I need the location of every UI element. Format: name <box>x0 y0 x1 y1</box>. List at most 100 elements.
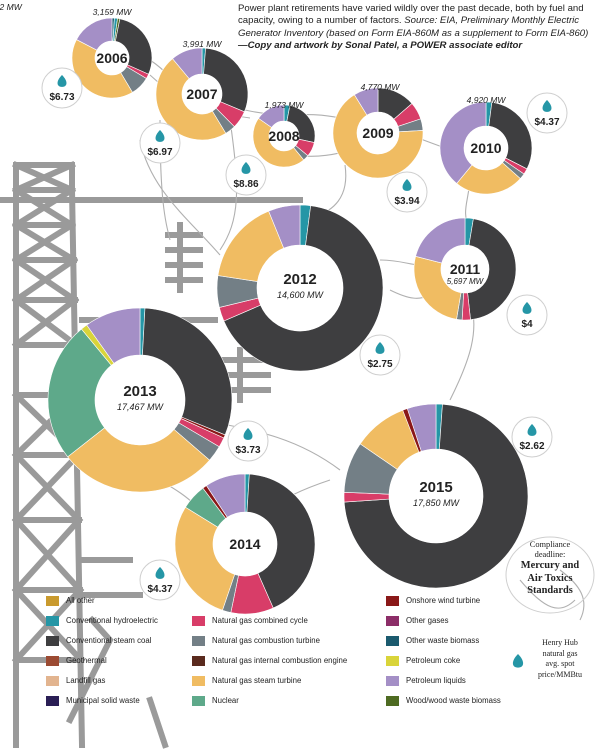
donut-hole <box>182 74 222 114</box>
legend-drop <box>512 654 524 668</box>
donut-total-label: 4,920 MW <box>467 95 507 105</box>
donut-hole <box>95 41 129 75</box>
price-label: $3.94 <box>394 196 419 207</box>
price-bubble: $6.73 <box>41 67 83 109</box>
price-label: $2.75 <box>367 359 392 370</box>
donut-hole <box>95 355 185 445</box>
donut-year-label: 2012 <box>283 271 316 288</box>
price-bubble: $3.94 <box>386 171 428 213</box>
henry-line3: avg. spot <box>545 659 575 668</box>
legend-swatch <box>386 676 399 686</box>
legend-item: Petroleum liquids <box>386 676 466 686</box>
henry-line4: price/MMBtu <box>538 669 582 679</box>
legend-item: Other gases <box>386 616 448 626</box>
donut-hole <box>257 245 343 331</box>
legend-item: Landfill gas <box>46 676 105 686</box>
legend-item: Conventional hydroelectric <box>46 616 158 626</box>
price-bubble-circle <box>139 559 181 601</box>
price-bubble: $2.62 <box>511 416 553 458</box>
slice-natural-gas-steam-turbine <box>155 58 227 141</box>
gas-drop-icon <box>375 342 385 354</box>
donut-total-label: 14,600 MW <box>277 290 325 300</box>
donut-year-label: 2009 <box>362 125 393 141</box>
donut-year-label: 2008 <box>268 128 299 144</box>
legend-swatch <box>386 636 399 646</box>
donut-year-label: 2010 <box>470 140 501 156</box>
legend-item: Other waste biomass <box>386 636 479 646</box>
price-label: $4 <box>521 319 533 330</box>
legend-swatch <box>192 636 205 646</box>
compliance-line4: Air Toxics <box>527 572 573 584</box>
legend-label: Natural gas combustion turbine <box>212 636 320 645</box>
gas-drop-icon <box>155 567 165 579</box>
legend-swatch <box>192 616 205 626</box>
slice-natural-gas-steam-turbine <box>67 427 210 493</box>
legend-swatch <box>386 656 399 666</box>
donut-2009: 2009 4,770 MW $3.94 <box>332 82 428 213</box>
legend-swatch <box>192 696 205 706</box>
legend-swatch <box>386 696 399 706</box>
legend-item: Nuclear <box>192 696 239 706</box>
donut-hole <box>464 126 508 170</box>
legend-item: Wood/wood waste biomass <box>386 696 501 706</box>
legend-label: Natural gas internal combustion engine <box>212 656 348 665</box>
transmission-tower-illustration <box>0 161 303 749</box>
price-label: $6.73 <box>49 92 74 103</box>
legend-label: Other waste biomass <box>406 636 480 645</box>
price-label: $8.86 <box>233 179 258 190</box>
legend-swatch <box>386 616 399 626</box>
compliance-note: Compliance deadline: Mercury and Air Tox… <box>507 540 593 598</box>
price-bubble-circle <box>526 92 568 134</box>
donut-2010: 2010 4,920 MW $4.37 <box>439 92 568 195</box>
compliance-line2: deadline: <box>534 550 566 559</box>
donut-total-label: 3,991 MW <box>183 39 223 49</box>
donut-hole <box>213 512 277 576</box>
henry-line2: natural gas <box>542 648 578 658</box>
legend-swatch <box>46 596 59 606</box>
donut-total-label: 1,973 MW <box>265 100 305 110</box>
gas-drop-icon <box>241 162 251 174</box>
price-bubble: $6.97 <box>139 122 181 164</box>
legend-swatch <box>192 656 205 666</box>
donut-total-label: 3,159 MW <box>93 7 133 17</box>
donut-year-label: 2011 <box>450 261 481 277</box>
compliance-line1: Compliance <box>529 540 571 549</box>
donut-year-label: 2007 <box>186 86 217 102</box>
gas-drop-icon <box>512 654 524 668</box>
legend-label: Natural gas combined cycle <box>212 616 308 625</box>
price-bubble-circle <box>506 294 548 336</box>
price-bubble-circle <box>511 416 553 458</box>
donut-hole <box>441 245 489 293</box>
gas-drop-icon <box>522 302 532 314</box>
legend-swatch <box>46 696 59 706</box>
compliance-bubble <box>505 536 595 614</box>
compliance-line5: Standards <box>527 585 573 596</box>
legend-label: Nuclear <box>212 696 239 705</box>
legend-item: Geothermal <box>46 656 107 666</box>
slice-conventional-steam-coal <box>467 218 517 321</box>
price-label: $2.62 <box>519 441 544 452</box>
legend-swatch <box>46 616 59 626</box>
legend-label: Natural gas steam turbine <box>212 676 302 685</box>
price-bubble: $4.37 <box>526 92 568 134</box>
price-bubble-circle <box>225 154 267 196</box>
donut-year-label: 2006 <box>96 50 127 66</box>
caption-credit: —Copy and artwork by Sonal Patel, a POWE… <box>238 39 523 51</box>
donut-2007: 2007 3,991 MW $6.97 <box>139 39 249 164</box>
legend-label: Municipal solid waste <box>66 696 140 705</box>
donut-total-label: 10,142 MW <box>0 2 23 12</box>
price-bubble-circle <box>139 122 181 164</box>
legend-item: Onshore wind turbine <box>386 596 480 606</box>
price-bubble: $2.75 <box>359 334 401 376</box>
price-label: $6.97 <box>147 147 172 158</box>
legend-item: Natural gas steam turbine <box>192 676 301 686</box>
price-label: $4.37 <box>147 584 172 595</box>
legend-label: Conventional hydroelectric <box>66 616 158 625</box>
donut-hole <box>357 112 399 154</box>
caption: Power plant retirements have varied wild… <box>238 3 594 52</box>
donut-2008: 2008 1,973 MW $8.86 <box>225 100 316 196</box>
legend-swatch <box>46 676 59 686</box>
gas-drop-icon <box>527 424 537 436</box>
gas-drop-icon <box>542 100 552 112</box>
price-label: $3.73 <box>235 445 260 456</box>
